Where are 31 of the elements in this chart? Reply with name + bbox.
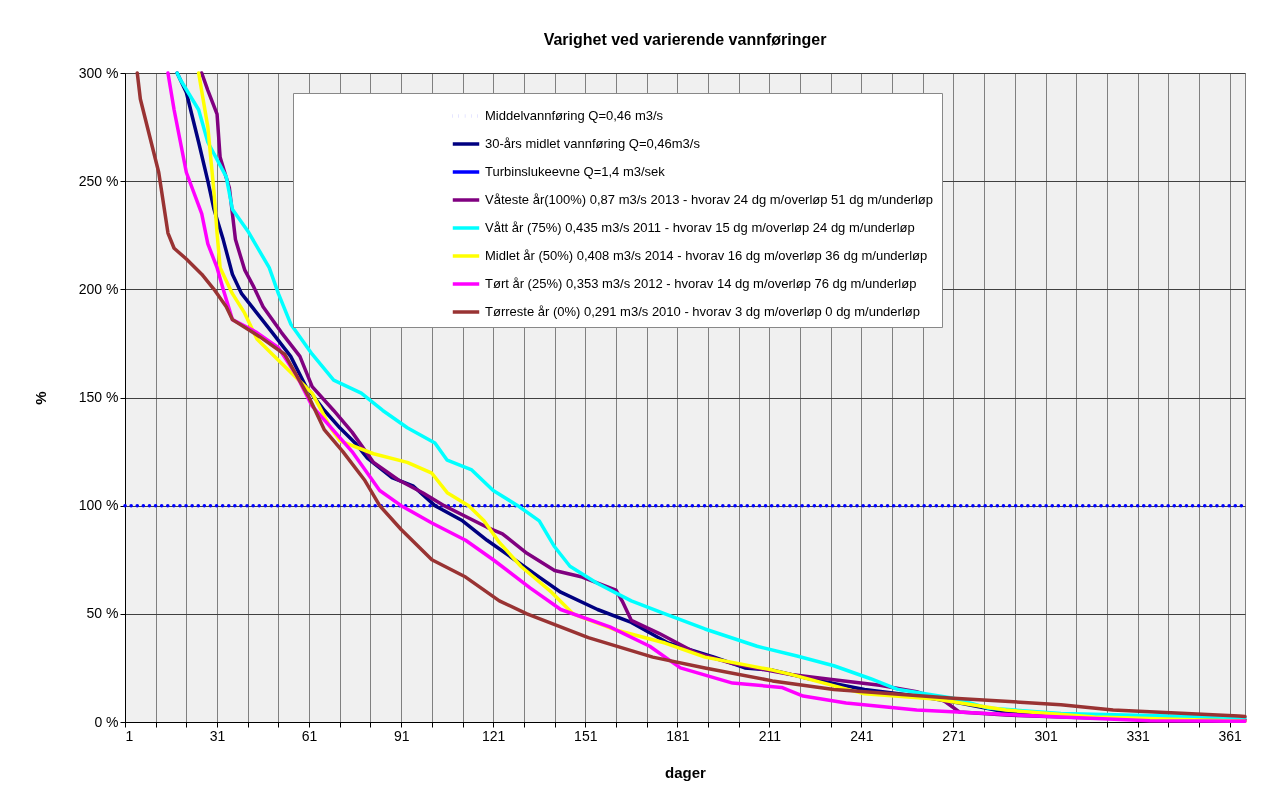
x-tick-label: 31 [209,727,226,744]
x-tick-label: 241 [850,727,874,744]
x-tick-label: 121 [482,727,506,744]
x-tick-label: 211 [758,727,782,744]
x-axis-title: dager [665,763,707,781]
x-tick-label: 181 [666,727,690,744]
y-tick-label: 150 % [78,389,119,405]
legend-label: Vått år (75%) 0,435 m3/s 2011 - hvorav 15 dg m/overløp 24 dg m/underløp [485,220,915,235]
legend-label: Midlet år (50%) 0,408 m3/s 2014 - hvorav 16 dg m/overløp 36 dg m/underløp [485,248,928,263]
chart-title: Varighet ved varierende vannføringer [543,31,827,48]
x-tick-label: 361 [1218,727,1243,744]
y-tick-label: 100 % [78,497,119,514]
x-tick-label: 1 [125,727,134,744]
x-tick-label: 301 [1034,727,1058,744]
y-tick-label: 0 % [94,713,119,730]
x-tick-label: 61 [301,727,318,744]
y-tick-label: 250 % [78,172,119,189]
legend-label: 30-års midlet vannføring Q=0,46m3/s [485,136,701,151]
y-tick-label: 50 % [86,605,119,622]
x-tick-label: 91 [393,727,410,744]
legend-label: Tørt år (25%) 0,353 m3/s 2012 - hvorav 14 dg m/overløp 76 dg m/underløp [485,276,917,291]
x-tick-label: 331 [1126,727,1150,744]
x-tick-label: 151 [574,727,598,744]
y-tick-label: 200 % [78,280,119,297]
legend-label: Våteste år(100%) 0,87 m3/s 2013 - hvorav 24 dg m/overløp 51 dg m/underløp [485,192,934,207]
x-tick-label: 271 [942,727,966,744]
legend-label: Middelvannføring Q=0,46 m3/s [485,108,664,123]
y-axis-title: % [31,391,49,405]
y-tick-label: 300 % [78,64,119,81]
legend-label: Turbinslukeevne Q=1,4 m3/sek [485,164,666,179]
legend-label: Tørreste år (0%) 0,291 m3/s 2010 - hvorav 3 dg m/overløp 0 dg m/underløp [485,304,920,319]
